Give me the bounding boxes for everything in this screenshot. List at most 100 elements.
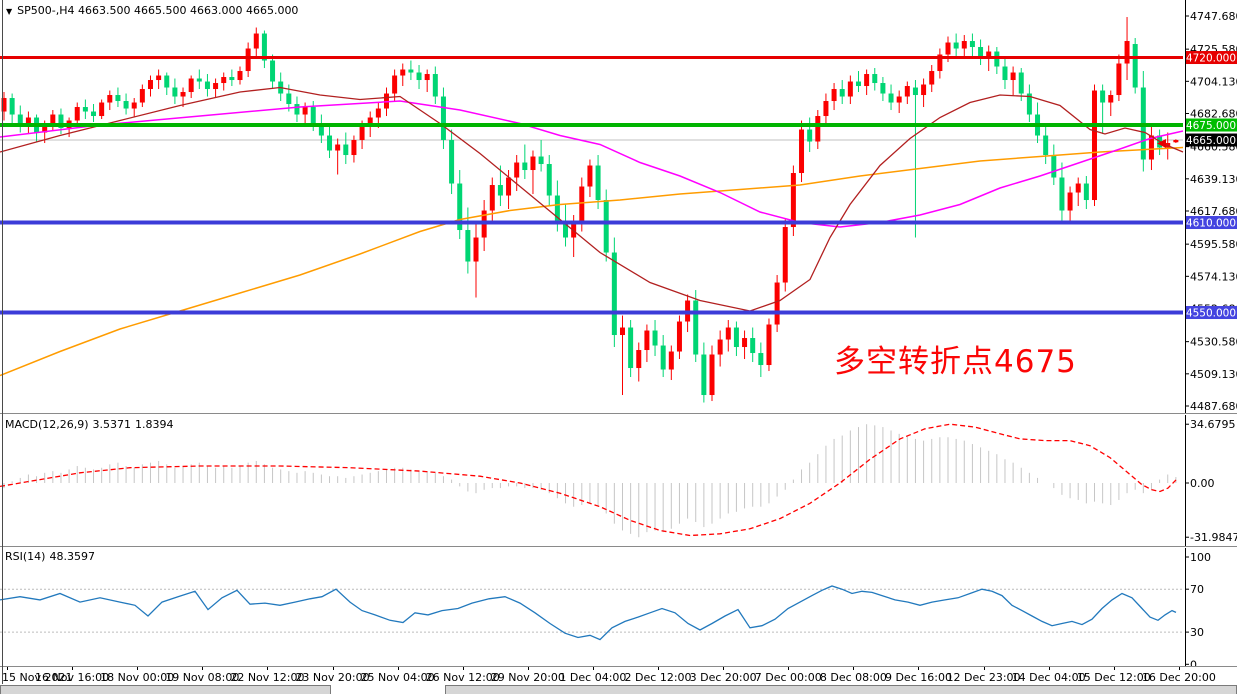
rsi-value: 48.3597 (49, 550, 95, 563)
panel-divider[interactable] (0, 546, 1237, 547)
candle-bull (937, 54, 943, 72)
candle-bear (123, 101, 129, 109)
candle-bull (50, 114, 56, 126)
time-axis-label: 8 Dec 08:00 (819, 671, 887, 684)
candle-bull (188, 78, 194, 93)
candle-bear (628, 327, 634, 369)
candle-bull (1116, 63, 1122, 96)
candle-bear (807, 129, 813, 142)
candle-bear (538, 156, 544, 165)
candle-bull (742, 338, 748, 348)
time-axis-label: 16 Dec 20:00 (1141, 671, 1216, 684)
chart-menu-icon[interactable]: ▼ (6, 7, 13, 16)
candle-bull (1148, 135, 1154, 160)
price-axis-label: 4617.680 (1190, 205, 1237, 218)
window-left-border (2, 0, 3, 684)
candle-bear (457, 183, 463, 231)
candle-bull (847, 81, 853, 97)
candle-bear (261, 33, 267, 61)
candle-bear (1100, 90, 1106, 103)
price-axis-label: 4530.580 (1190, 336, 1237, 349)
candle-bull (961, 41, 967, 49)
candle-bear (9, 98, 15, 115)
candle-bull (1124, 41, 1130, 64)
rsi-panel-canvas[interactable]: 100 70 30 0 (0, 548, 1237, 666)
main-chart-canvas[interactable]: 4747.6804725.5804704.1304682.6804660.580… (0, 0, 1237, 414)
candle-bear (758, 353, 764, 366)
candle-bull (1067, 192, 1073, 211)
time-axis-tick (658, 667, 660, 670)
candle-bull (213, 83, 219, 90)
candle-bear (660, 345, 666, 370)
candle-bear (286, 93, 292, 105)
price-axis-label: 4682.680 (1190, 108, 1237, 121)
candle-bull (147, 80, 153, 90)
candle-bear (969, 41, 975, 48)
candle-bear (416, 72, 422, 81)
chart-annotation-text: 多空转折点4675 (834, 344, 1077, 380)
price-badge (1186, 216, 1237, 230)
macd-panel-canvas[interactable]: 34.6795 0.00 -31.9847 (0, 415, 1237, 546)
candle-bull (359, 126, 365, 141)
macd-indicator-label: MACD(12,26,9) 3.5371 1.8394 (5, 418, 181, 431)
candle-bull (587, 165, 593, 187)
panel-divider[interactable] (0, 413, 1237, 414)
panel-divider (0, 666, 1237, 667)
candle-bull (335, 144, 341, 151)
candle-bull (790, 173, 796, 228)
candle-bear (1043, 135, 1049, 156)
candle-bear (229, 77, 235, 81)
time-axis-tick (723, 667, 725, 670)
macd-signal-line (0, 423, 1177, 537)
candle-bear (701, 354, 707, 396)
time-axis[interactable]: 15 Nov 2021 16 Nov 16:00 18 Nov 00:00 19 No… (0, 667, 1237, 684)
candle-bear (888, 93, 894, 103)
time-axis-tick (202, 667, 204, 670)
time-axis-tick (137, 667, 139, 670)
candle-bear (693, 300, 699, 355)
candle-bull (99, 102, 105, 117)
candle-bull (139, 89, 145, 103)
candle-bull (237, 71, 243, 81)
candle-bear (978, 47, 984, 58)
candle-bear (115, 95, 121, 102)
price-badge-label: 4610.000 (1186, 218, 1236, 230)
candle-bull (921, 84, 927, 96)
candle-bull (676, 321, 682, 352)
time-axis-tick (332, 667, 334, 670)
candle-bear (953, 42, 959, 49)
time-axis-tick (72, 667, 74, 670)
candle-bear (449, 140, 455, 184)
time-axis-tick (1048, 667, 1050, 670)
candle-bull (489, 185, 495, 211)
candle-bear (164, 75, 170, 88)
candle-bull (424, 74, 430, 81)
time-axis-tick (788, 667, 790, 670)
candle-bull (619, 327, 625, 336)
candle-bear (839, 89, 845, 97)
candle-bear (1083, 183, 1089, 201)
candle-bull (351, 140, 357, 156)
price-axis-label: 4509.130 (1190, 368, 1237, 381)
macd-main-value: 3.5371 (92, 418, 132, 431)
candle-bull (644, 330, 650, 351)
candle-bull (579, 186, 585, 223)
ma-line-fast-red (0, 86, 1184, 312)
time-axis-tick (462, 667, 464, 670)
candle-bear (652, 330, 658, 346)
macd-axis-label: -31.9847 (1190, 531, 1237, 544)
window-fragment (0, 685, 331, 694)
candle-bear (750, 338, 756, 354)
candle-bear (91, 111, 97, 117)
candle-bull (1091, 90, 1097, 201)
candle-bull (506, 177, 512, 196)
candle-bear (270, 60, 276, 82)
candle-bull (1173, 140, 1179, 143)
time-axis-label: 15 Dec 12:00 (1076, 671, 1151, 684)
price-badge-label: 4550.000 (1186, 308, 1236, 320)
price-axis-label: 4574.130 (1190, 270, 1237, 283)
candle-bear (733, 327, 739, 348)
candle-bull (131, 102, 137, 109)
candle-bear (554, 195, 560, 223)
candle-bear (294, 104, 300, 115)
